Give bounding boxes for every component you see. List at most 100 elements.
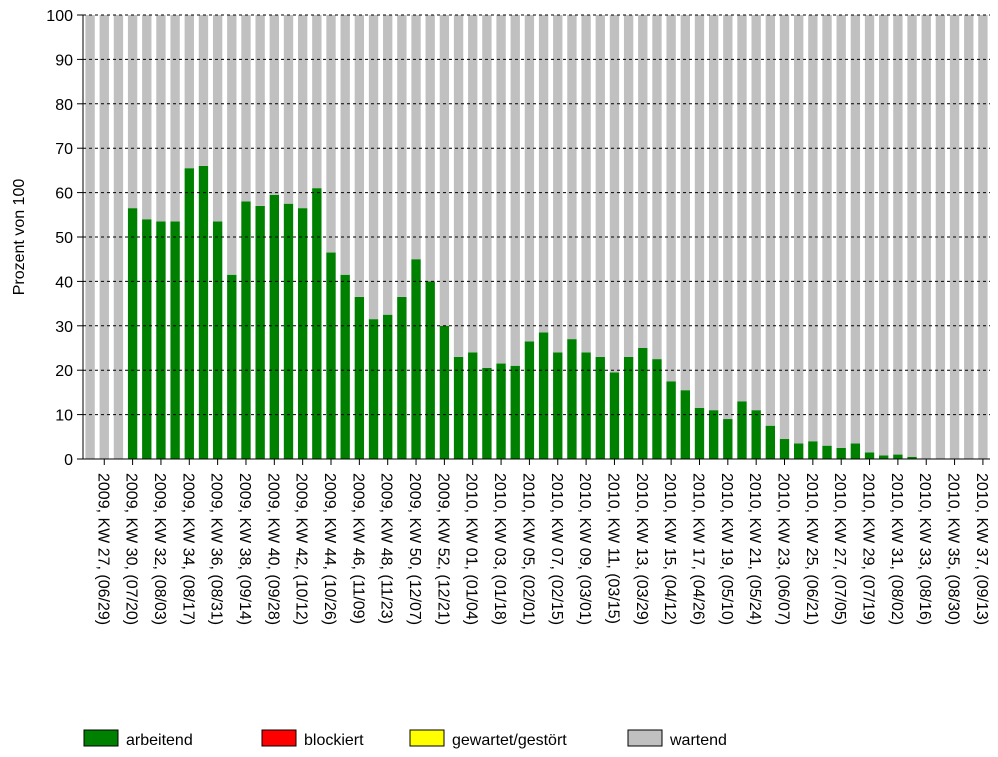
legend-swatch bbox=[627, 729, 663, 747]
x-tick-label: 2010, KW 07, (02/15) bbox=[548, 473, 565, 625]
x-tick-label: 2009, KW 38, (09/14) bbox=[236, 473, 253, 625]
x-tick-label: 2009, KW 48, (11/23) bbox=[378, 473, 395, 624]
bar-segment bbox=[581, 352, 591, 459]
x-tick-label: 2010, KW 19, (05/10) bbox=[718, 473, 735, 625]
x-tick-label: 2009, KW 52, (12/21) bbox=[434, 473, 451, 625]
bar-segment bbox=[836, 447, 846, 459]
x-tick-label: 2010, KW 13, (03/29) bbox=[633, 473, 650, 625]
bar-segment bbox=[822, 15, 832, 446]
x-tick-label: 2010, KW 17, (04/26) bbox=[689, 473, 706, 625]
bar-segment bbox=[879, 455, 889, 459]
bar-segment bbox=[879, 15, 889, 456]
y-tick-label: 90 bbox=[55, 52, 73, 69]
bar-segment bbox=[893, 454, 903, 459]
bar-segment bbox=[808, 441, 818, 459]
bar-segment bbox=[666, 381, 676, 459]
bar-segment bbox=[283, 203, 294, 459]
bar-segment bbox=[737, 401, 747, 459]
bar-segment bbox=[864, 452, 875, 459]
y-tick-label: 50 bbox=[55, 230, 73, 247]
bar-segment bbox=[326, 252, 336, 459]
bar-segment bbox=[765, 15, 776, 426]
x-tick-label: 2010, KW 29, (07/19) bbox=[860, 473, 877, 625]
y-tick-label: 10 bbox=[55, 408, 73, 425]
bar-segment bbox=[496, 363, 506, 459]
x-tick-label: 2010, KW 15, (04/12) bbox=[661, 473, 678, 625]
bar-segment bbox=[212, 15, 223, 222]
bar-segment bbox=[553, 15, 563, 353]
bar-segment bbox=[510, 15, 520, 366]
bar-segment bbox=[227, 15, 237, 275]
y-tick-label: 0 bbox=[64, 452, 73, 469]
bar-segment bbox=[127, 208, 138, 459]
bar-segment bbox=[510, 365, 520, 459]
bar-segment bbox=[553, 352, 563, 459]
bar-segment bbox=[708, 15, 719, 411]
bar-segment bbox=[269, 194, 279, 459]
bar-segment bbox=[893, 15, 903, 455]
bar-segment bbox=[340, 15, 350, 275]
bar-segment bbox=[468, 352, 478, 459]
bar-segment bbox=[609, 15, 620, 373]
bar-segment bbox=[794, 15, 804, 444]
x-tick-label: 2009, KW 42, (10/12) bbox=[293, 473, 310, 625]
bar-segment bbox=[638, 348, 648, 459]
bar-segment bbox=[751, 410, 761, 459]
bar-segment bbox=[595, 356, 605, 459]
y-tick-label: 70 bbox=[55, 141, 73, 158]
bar-segment bbox=[723, 419, 733, 459]
bar-segment bbox=[156, 15, 166, 222]
bar-segment bbox=[255, 205, 265, 459]
bar-segment bbox=[694, 15, 705, 408]
bar-segment bbox=[368, 319, 379, 459]
y-axis-label: Prozent von 100 bbox=[11, 179, 28, 296]
bar-segment bbox=[850, 15, 861, 444]
bar-segment bbox=[425, 15, 435, 282]
bar-segment bbox=[836, 15, 846, 448]
x-tick-label: 2009, KW 40, (09/28) bbox=[264, 473, 281, 625]
legend-swatch bbox=[83, 729, 119, 747]
bar-segment bbox=[907, 456, 917, 459]
bar-segment bbox=[864, 15, 875, 453]
bar-segment bbox=[723, 15, 733, 420]
y-tick-label: 40 bbox=[55, 274, 73, 291]
x-tick-label: 2009, KW 32, (08/03) bbox=[151, 473, 168, 625]
bar-segment bbox=[227, 274, 237, 459]
x-tick-label: 2010, KW 33, (08/16) bbox=[916, 473, 933, 625]
bar-segment bbox=[99, 15, 109, 459]
bar-segment bbox=[411, 15, 421, 260]
bar-segment bbox=[538, 15, 549, 333]
bar-segment bbox=[170, 15, 180, 222]
bar-segment bbox=[978, 15, 988, 459]
bar-segment bbox=[638, 15, 648, 348]
bar-segment bbox=[283, 15, 294, 204]
bar-segment bbox=[212, 221, 223, 459]
x-tick-label: 2009, KW 46, (11/09) bbox=[349, 473, 366, 624]
bar-segment bbox=[297, 15, 308, 209]
bar-segment bbox=[623, 15, 634, 357]
x-tick-label: 2010, KW 01, (01/04) bbox=[463, 473, 480, 625]
bar-segment bbox=[170, 221, 180, 459]
x-tick-label: 2010, KW 31, (08/02) bbox=[888, 473, 905, 625]
bar-segment bbox=[241, 15, 251, 202]
bar-segment bbox=[198, 165, 209, 459]
bar-segment bbox=[822, 445, 832, 459]
bar-segment bbox=[312, 188, 322, 459]
legend-label: gewartet/gestört bbox=[452, 732, 567, 749]
bar-segment bbox=[340, 274, 350, 459]
bar-segment bbox=[425, 281, 435, 459]
bar-segment bbox=[737, 15, 747, 402]
x-tick-label: 2009, KW 50, (12/07) bbox=[406, 473, 423, 625]
x-tick-label: 2009, KW 36, (08/31) bbox=[208, 473, 225, 625]
x-tick-label: 2010, KW 35, (08/30) bbox=[945, 473, 962, 625]
bar-segment bbox=[142, 15, 152, 220]
bar-segment bbox=[680, 390, 690, 459]
bar-segment bbox=[397, 15, 407, 297]
bar-segment bbox=[482, 367, 492, 459]
bar-segment bbox=[808, 15, 818, 442]
bar-segment bbox=[935, 15, 946, 459]
bar-segment bbox=[666, 15, 676, 382]
bar-segment bbox=[184, 168, 194, 459]
bar-segment bbox=[482, 15, 492, 368]
